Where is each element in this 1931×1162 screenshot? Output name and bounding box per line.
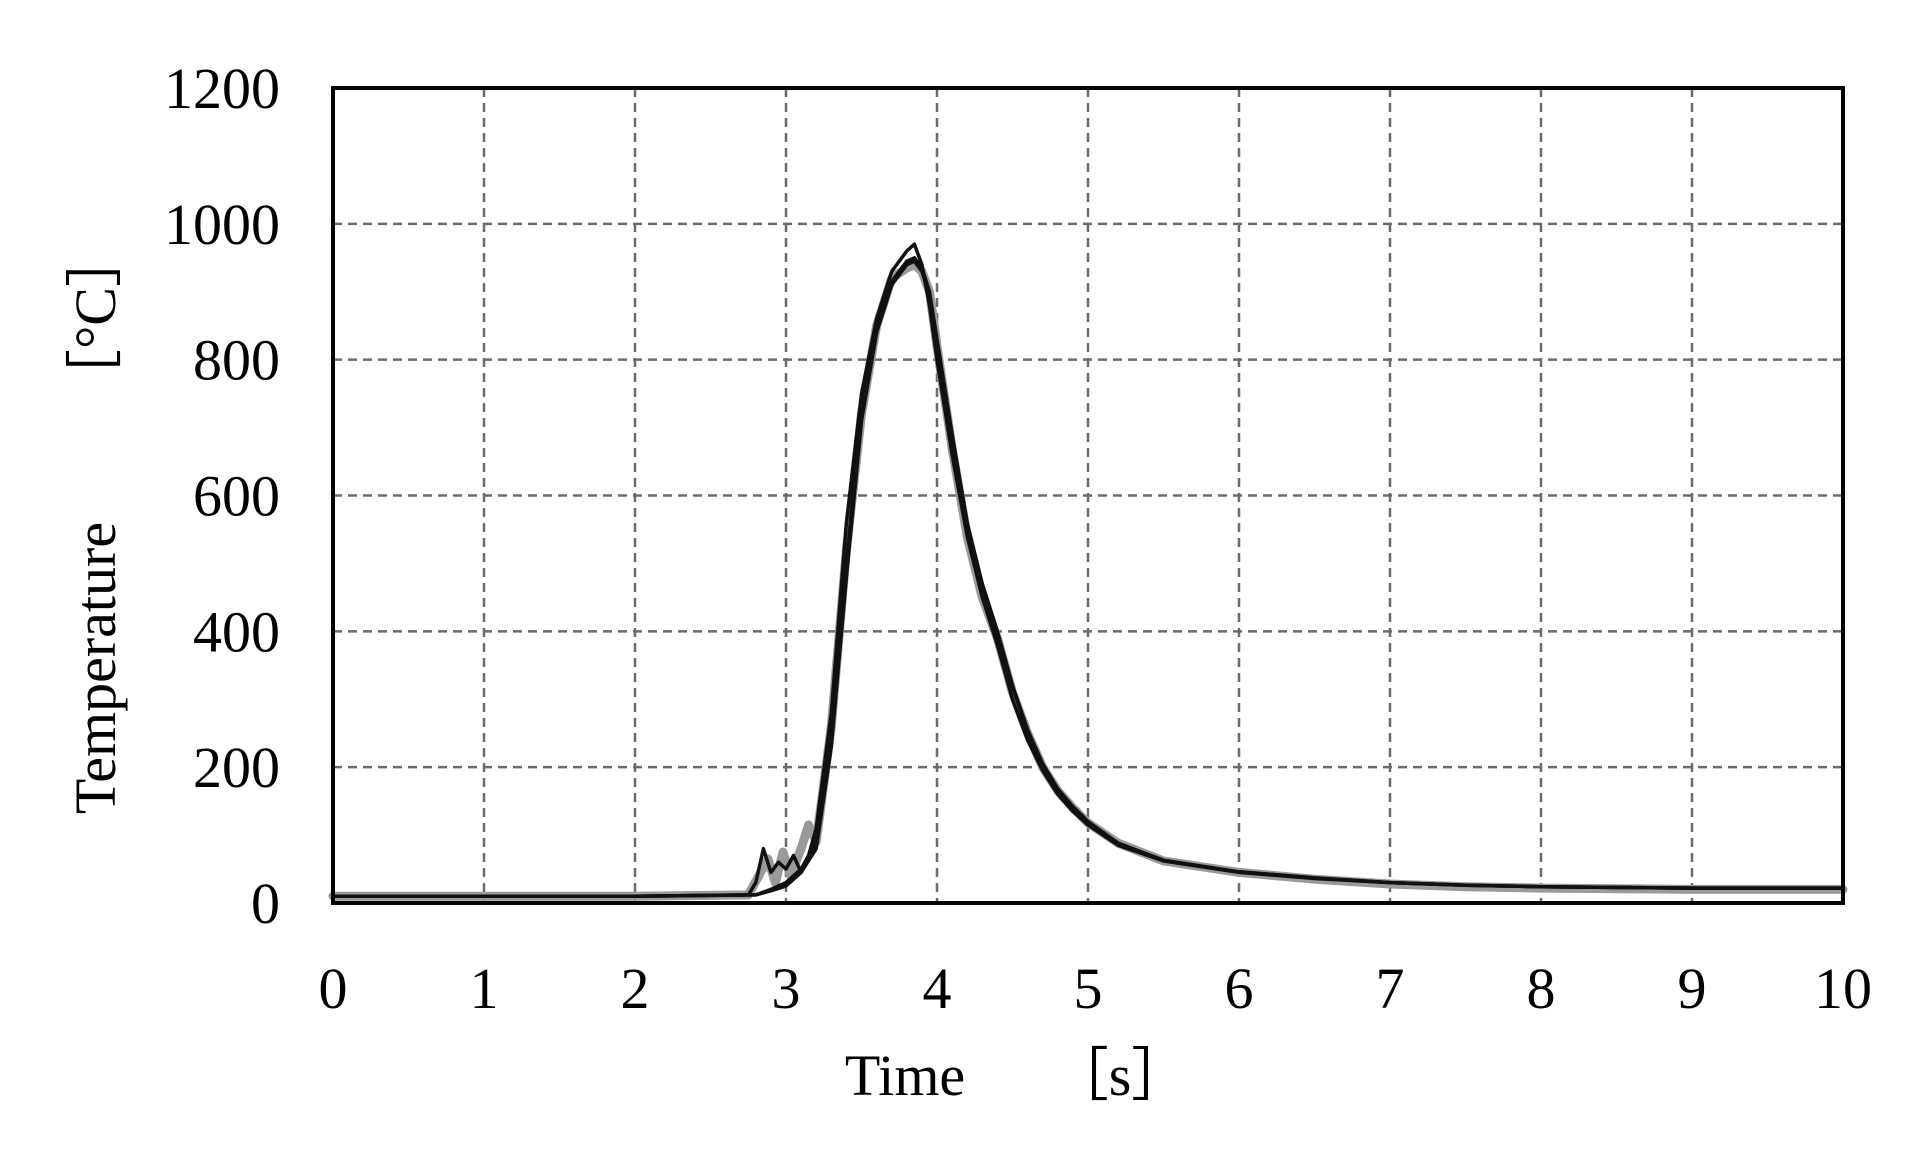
y-tick-label: 0	[251, 871, 280, 936]
x-tick-label: 10	[1814, 956, 1872, 1021]
x-tick-label: 1	[470, 956, 499, 1021]
gridlines	[333, 88, 1843, 903]
y-axis-unit: ［°C］	[63, 229, 128, 407]
x-tick-label: 3	[772, 956, 801, 1021]
x-tick-label: 2	[621, 956, 650, 1021]
y-tick-label: 600	[193, 464, 280, 529]
x-axis-unit: ［s］	[1051, 1043, 1190, 1108]
y-tick-labels: 0 200 400 600 800 1000 1200	[164, 56, 280, 936]
x-tick-label: 0	[319, 956, 348, 1021]
data-series	[328, 242, 1848, 901]
plot-border	[331, 86, 1845, 905]
x-tick-label: 6	[1225, 956, 1254, 1021]
x-tick-label: 8	[1527, 956, 1556, 1021]
x-tick-label: 9	[1678, 956, 1707, 1021]
x-tick-label: 5	[1074, 956, 1103, 1021]
y-tick-label: 800	[193, 328, 280, 393]
series-line-4	[331, 259, 1845, 898]
y-tick-label: 400	[193, 599, 280, 664]
y-tick-label: 1200	[164, 56, 280, 121]
x-tick-label: 7	[1376, 956, 1405, 1021]
x-axis-title: Time	[845, 1043, 965, 1108]
y-tick-label: 200	[193, 735, 280, 800]
y-axis-title: Temperature	[63, 522, 128, 814]
y-tick-label: 1000	[164, 192, 280, 257]
x-tick-label: 4	[923, 956, 952, 1021]
x-tick-labels: 0 1 2 3 4 5 6 7 8 9 10	[319, 956, 1873, 1021]
